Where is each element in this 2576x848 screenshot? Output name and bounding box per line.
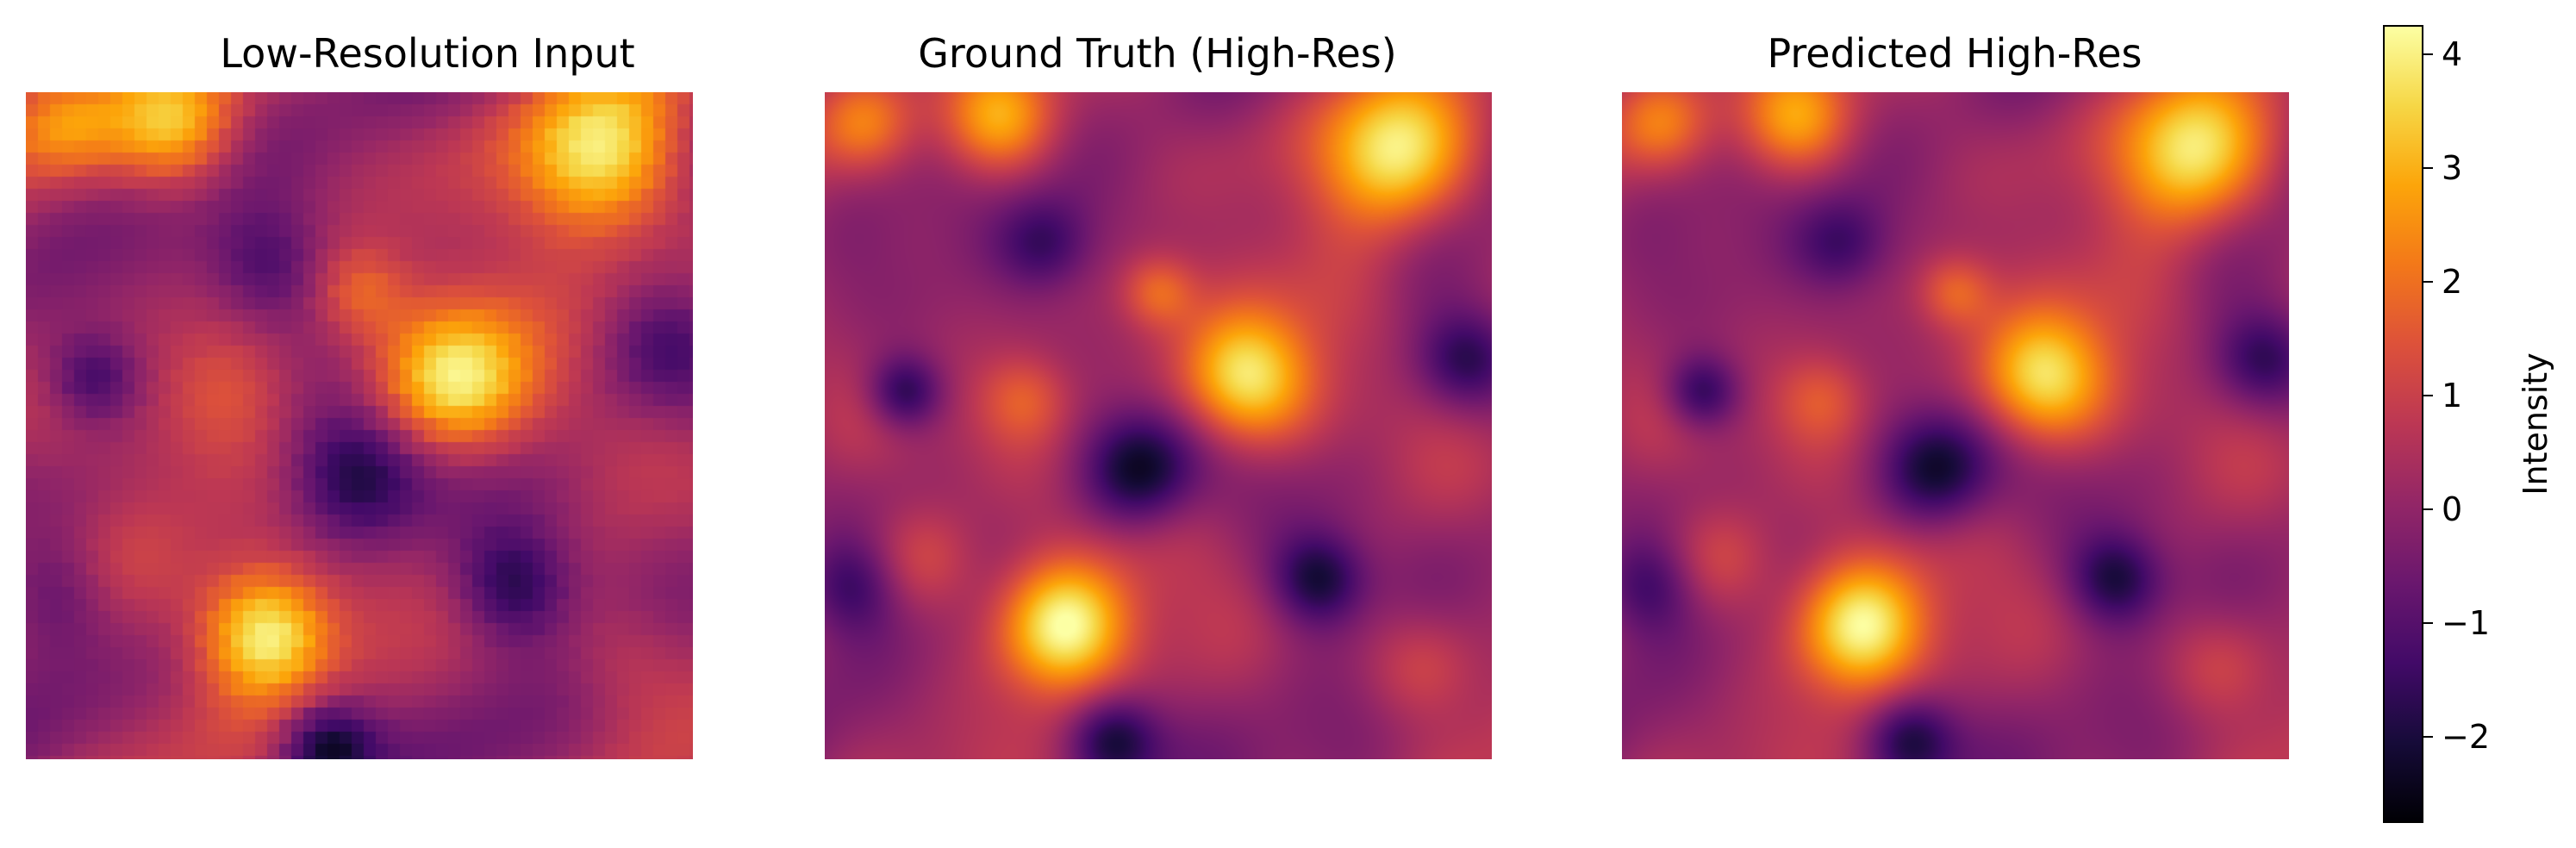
heatmap-frame	[825, 92, 1492, 759]
colorbar-gradient	[2384, 26, 2423, 822]
colorbar-ticks: −2 −1 0 1 2 3 4	[2423, 35, 2490, 756]
colorbar-tick-label: 2	[2442, 263, 2462, 301]
colorbar-tick-label: −2	[2442, 718, 2490, 756]
heatmap-low-resolution-input	[26, 92, 693, 759]
colorbar-tick-label: −1	[2442, 604, 2490, 642]
colorbar-tick-label: 0	[2442, 490, 2462, 528]
panel-title-predicted-high-res: Predicted High-Res	[1767, 30, 2142, 77]
heatmap-predicted-high-res	[1622, 92, 2289, 759]
colorbar-frame	[2383, 25, 2423, 823]
panel-predicted-high-res: Predicted High-Res	[1622, 30, 2289, 759]
colorbar-tick-label: 1	[2442, 377, 2462, 415]
panel-title-low-resolution-input: Low-Resolution Input	[220, 30, 634, 77]
colorbar-tick-label: 4	[2442, 35, 2462, 73]
colorbar: −2 −1 0 1 2 3 4 Intensity	[2383, 25, 2554, 823]
heatmap-frame	[1622, 92, 2289, 759]
panel-title-ground-truth: Ground Truth (High-Res)	[918, 30, 1396, 77]
panel-low-resolution-input: Low-Resolution Input	[26, 30, 693, 759]
heatmap-ground-truth	[825, 92, 1492, 759]
colorbar-tick-label: 3	[2442, 149, 2462, 187]
panel-ground-truth: Ground Truth (High-Res)	[825, 30, 1492, 759]
colorbar-label: Intensity	[2517, 352, 2554, 495]
heatmap-frame	[26, 92, 693, 759]
